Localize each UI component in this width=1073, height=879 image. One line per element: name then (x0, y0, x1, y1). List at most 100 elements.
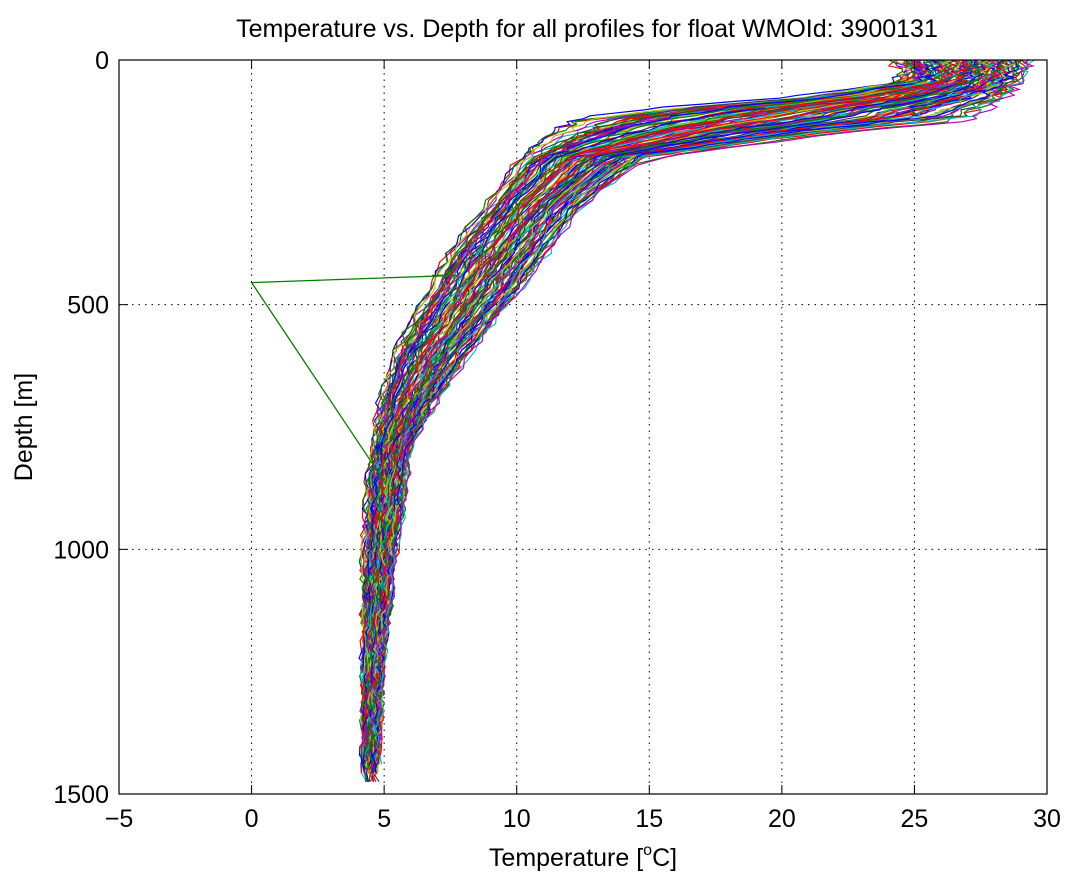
profile-line (369, 59, 1007, 774)
profile-line (365, 59, 963, 756)
profile-line (372, 59, 1028, 783)
profile-line (372, 59, 1017, 774)
profile-line (373, 60, 1021, 765)
profile-line (364, 59, 957, 765)
profile-line (359, 59, 917, 765)
x-tick-label: 5 (377, 805, 391, 833)
profile-line (365, 59, 959, 774)
profile-line (368, 59, 992, 774)
profile-line (369, 59, 988, 774)
profile-line (364, 59, 952, 756)
profile-line (368, 59, 996, 774)
profile-line (365, 59, 951, 756)
y-ticks: 0 500 1000 1500 (53, 47, 1047, 809)
anomaly-line (250, 274, 459, 482)
profile-line (363, 59, 944, 756)
profile-line (367, 59, 952, 765)
chart-title: Temperature vs. Depth for all profiles f… (236, 15, 938, 43)
profile-line (362, 59, 944, 774)
profile-line (368, 59, 974, 765)
profile-line (360, 59, 921, 765)
profile-line (372, 59, 1013, 756)
profile-line (361, 59, 931, 782)
profile-line (367, 59, 974, 774)
profile-line (359, 59, 923, 783)
profile-line (362, 59, 942, 774)
profile-line (360, 59, 923, 774)
profile-line (372, 59, 1001, 774)
profile-line (368, 59, 981, 774)
profile-line (370, 59, 1004, 774)
profile-line (375, 59, 1023, 756)
profile-line (371, 59, 1022, 774)
profile-line (360, 59, 926, 774)
profile-line (360, 59, 925, 782)
profile-line (363, 59, 938, 756)
profile-line (372, 59, 1002, 756)
profile-line (366, 59, 987, 774)
profile-line (369, 59, 978, 774)
profile-line (368, 59, 1000, 765)
profile-line (360, 59, 930, 765)
profile-line (374, 59, 1035, 765)
profile-line (367, 59, 988, 782)
profile-line (361, 59, 924, 747)
profile-line (368, 59, 983, 765)
x-tick-label: 30 (1033, 805, 1061, 833)
profile-line (365, 59, 969, 774)
profile-line (368, 59, 988, 756)
profile-line (365, 59, 953, 774)
profile-line (363, 59, 946, 765)
x-tick-label: −5 (105, 805, 134, 833)
profile-line (362, 59, 930, 765)
profile-line (366, 59, 961, 756)
profile-line (371, 59, 1003, 756)
x-ticks: −5 0 5 10 15 20 25 30 (105, 60, 1061, 833)
x-axis-label: Temperature [oC] (489, 842, 677, 872)
profile-line (368, 59, 995, 783)
y-axis-label: Depth [m] (10, 373, 38, 481)
profile-line (367, 59, 973, 756)
profile-line (370, 59, 984, 782)
y-tick-label: 0 (95, 47, 109, 75)
profile-line (360, 59, 930, 774)
profile-line (374, 59, 1021, 756)
profile-line (365, 59, 952, 765)
profile-line (368, 59, 984, 765)
profile-line (363, 59, 941, 756)
x-axis-label-prefix: Temperature [ (489, 844, 643, 872)
profile-line (367, 59, 972, 765)
x-tick-label: 15 (635, 805, 663, 833)
profile-line (366, 59, 972, 756)
profile-line (370, 59, 1013, 783)
profile-line (372, 59, 1014, 765)
x-tick-label: 10 (503, 805, 531, 833)
x-tick-label: 20 (768, 805, 796, 833)
profile-line (372, 59, 1009, 756)
profile-line (361, 59, 928, 756)
anomaly-profile (250, 274, 459, 482)
profile-line (361, 59, 929, 774)
profile-line (368, 59, 996, 774)
profile-line (370, 59, 1005, 774)
profile-line (364, 59, 959, 756)
profile-line (370, 59, 1002, 756)
profile-line (361, 59, 930, 756)
profile-line (358, 59, 908, 774)
profile-line (373, 59, 1029, 765)
profile-line (359, 59, 919, 782)
profile-line (372, 59, 1023, 774)
profile-line (366, 59, 973, 774)
profile-line (374, 59, 1011, 756)
y-tick-label: 500 (67, 292, 109, 320)
profile-line (361, 59, 935, 782)
axes-box (118, 59, 1048, 795)
profile-line (371, 59, 1022, 765)
profile-line (372, 59, 1030, 756)
x-axis-label-superscript: o (643, 842, 652, 859)
grid-lines (119, 60, 1047, 794)
profile-line (366, 59, 976, 756)
profile-line (367, 59, 963, 765)
profile-line (362, 59, 939, 756)
